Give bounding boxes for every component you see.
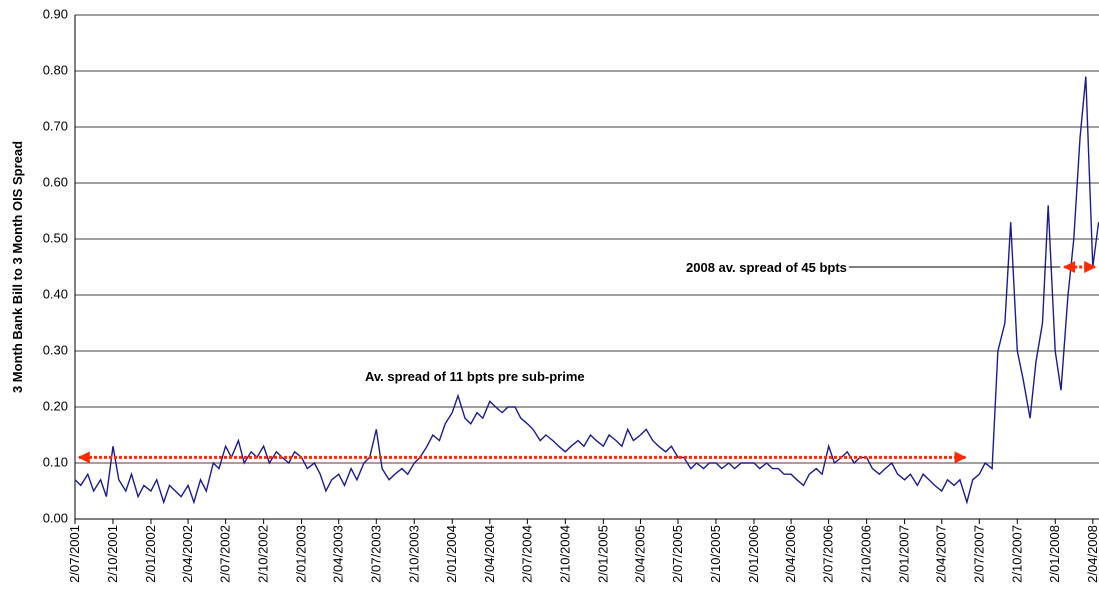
- y-tick-label: 0.30: [43, 342, 68, 357]
- x-tick-label: 2/01/2007: [897, 525, 912, 583]
- x-tick-label: 2/07/2002: [218, 525, 233, 583]
- x-tick-label: 2/04/2008: [1085, 525, 1099, 583]
- x-tick-label: 2/07/2004: [519, 525, 534, 583]
- x-tick-label: 2/04/2002: [180, 525, 195, 583]
- y-tick-label: 0.10: [43, 454, 68, 469]
- data-line: [74, 76, 1099, 505]
- x-tick-label: 2/01/2005: [595, 525, 610, 583]
- y-tick-label: 0.70: [43, 118, 68, 133]
- x-tick-label: 2/07/2007: [971, 525, 986, 583]
- y-axis-title: 3 Month Bank Bill to 3 Month OIS Spread: [10, 141, 25, 393]
- y-tick-label: 0.00: [43, 510, 68, 525]
- y-tick-label: 0.60: [43, 174, 68, 189]
- x-tick-label: 2/10/2003: [406, 525, 421, 583]
- x-tick-label: 2/04/2007: [934, 525, 949, 583]
- y-tick-label: 0.90: [43, 6, 68, 21]
- x-tick-label: 2/07/2005: [670, 525, 685, 583]
- x-tick-label: 2/04/2006: [783, 525, 798, 583]
- x-tick-label: 2/04/2005: [632, 525, 647, 583]
- x-tick-label: 2/01/2006: [746, 525, 761, 583]
- x-tick-label: 2/04/2004: [482, 525, 497, 583]
- y-tick-label: 0.20: [43, 398, 68, 413]
- x-tick-label: 2/01/2008: [1047, 525, 1062, 583]
- y-tick-label: 0.40: [43, 286, 68, 301]
- annotation: 2008 av. spread of 45 bpts: [686, 260, 847, 275]
- x-tick-label: 2/04/2003: [331, 525, 346, 583]
- x-tick-label: 2/10/2007: [1009, 525, 1024, 583]
- x-tick-label: 2/01/2004: [444, 525, 459, 583]
- x-tick-label: 2/10/2004: [557, 525, 572, 583]
- x-tick-label: 2/10/2002: [256, 525, 271, 583]
- x-tick-label: 2/07/2003: [368, 525, 383, 583]
- x-tick-label: 2/10/2005: [708, 525, 723, 583]
- annotation: Av. spread of 11 bpts pre sub-prime: [365, 369, 585, 384]
- y-tick-label: 0.50: [43, 230, 68, 245]
- x-tick-label: 2/10/2006: [859, 525, 874, 583]
- x-tick-label: 2/10/2001: [105, 525, 120, 583]
- x-tick-label: 2/01/2002: [143, 525, 158, 583]
- x-tick-label: 2/07/2006: [821, 525, 836, 583]
- y-tick-label: 0.80: [43, 62, 68, 77]
- x-tick-label: 2/01/2003: [294, 525, 309, 583]
- x-tick-label: 2/07/2001: [67, 525, 82, 583]
